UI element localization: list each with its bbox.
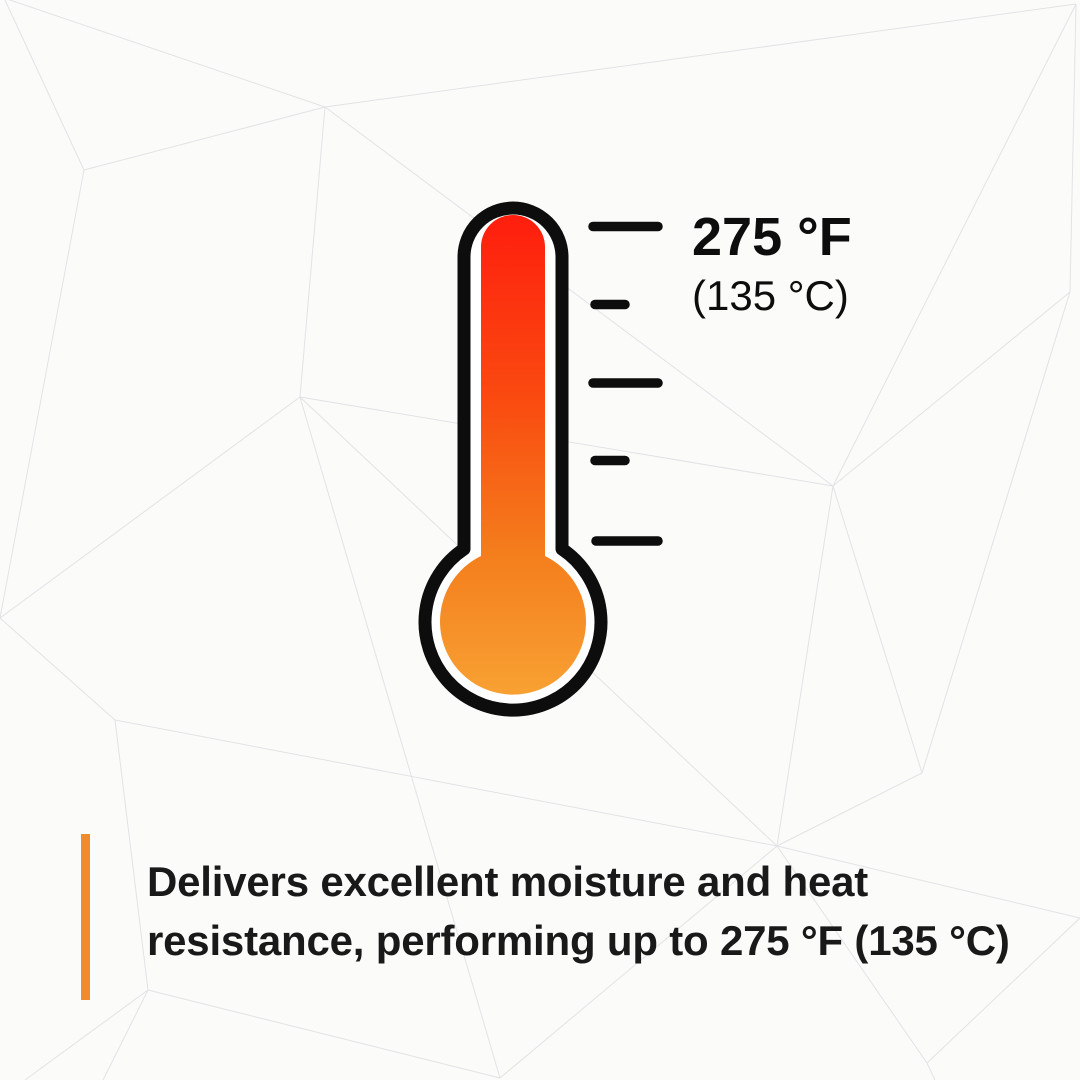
caption-text: Delivers excellent moisture and heat res… bbox=[147, 852, 1010, 970]
accent-bar bbox=[81, 834, 90, 1000]
temperature-fahrenheit: 275 °F bbox=[692, 207, 852, 267]
temperature-celsius: (135 °C) bbox=[692, 272, 849, 319]
temperature-label: 275 °F (135 °C) bbox=[692, 210, 852, 317]
caption-line-1: Delivers excellent moisture and heat bbox=[147, 858, 869, 905]
caption-line-2: resistance, performing up to 275 °F (135… bbox=[147, 917, 1010, 964]
thermometer-mercury bbox=[440, 215, 586, 695]
thermometer-scale bbox=[588, 221, 663, 546]
